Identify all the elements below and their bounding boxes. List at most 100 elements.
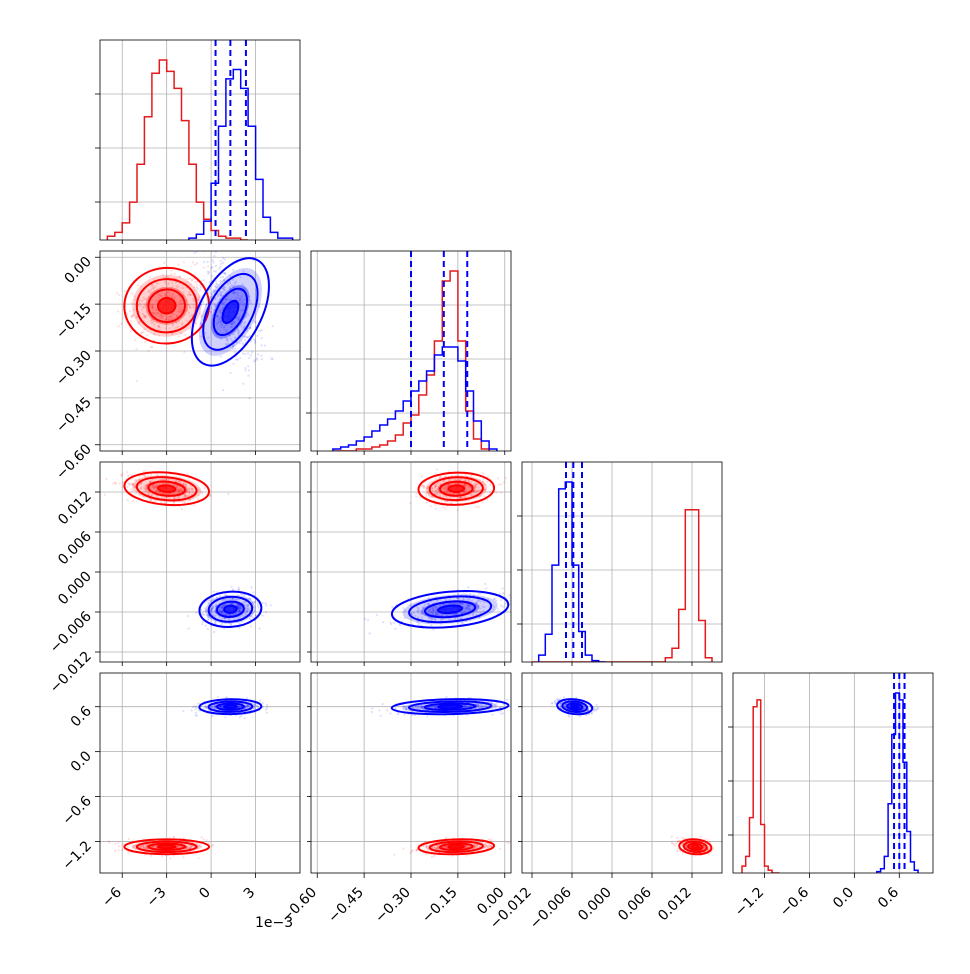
scatter-point — [241, 594, 243, 596]
scatter-point — [215, 271, 217, 273]
scatter-point — [382, 703, 384, 705]
scatter-point — [397, 713, 399, 715]
scatter-point — [247, 375, 249, 377]
scatter-point — [206, 839, 208, 841]
scatter-point — [150, 474, 152, 476]
scatter-point — [195, 712, 197, 714]
scatter-point — [505, 477, 507, 479]
scatter-point — [488, 838, 490, 840]
scatter-point — [261, 344, 263, 346]
scatter-point — [254, 340, 256, 342]
scatter-point — [244, 717, 246, 719]
scatter-point — [206, 600, 208, 602]
scatter-point — [530, 595, 532, 597]
scatter-point — [222, 389, 224, 391]
scatter-point — [495, 491, 497, 493]
scatter-point — [484, 583, 486, 585]
scatter-point — [215, 251, 217, 253]
scatter-point — [122, 317, 124, 319]
scatter-point — [425, 853, 427, 855]
scatter-point — [391, 606, 393, 608]
histogram-red — [742, 700, 779, 873]
scatter-panel — [108, 696, 269, 860]
scatter-point — [201, 836, 203, 838]
data-layer — [88, 40, 918, 873]
scatter-point — [215, 265, 217, 267]
scatter-point — [378, 709, 380, 711]
scatter-point — [681, 836, 683, 838]
scatter-point — [380, 715, 382, 717]
scatter-point — [135, 348, 137, 350]
scatter-point — [500, 492, 502, 494]
scatter-point — [121, 475, 123, 477]
scatter-point — [371, 708, 373, 710]
scatter-point — [457, 509, 459, 511]
scatter-point — [238, 589, 240, 591]
scatter-point — [415, 492, 417, 494]
scatter-point — [502, 587, 504, 589]
scatter-point — [150, 346, 152, 348]
scatter-point — [130, 488, 132, 490]
scatter-point — [252, 591, 254, 593]
scatter-point — [213, 631, 215, 633]
scatter-point — [502, 592, 504, 594]
scatter-point — [265, 709, 267, 711]
scatter-point — [215, 242, 217, 244]
scatter-point — [402, 607, 404, 609]
scatter-point — [208, 292, 210, 294]
scatter-point — [239, 622, 241, 624]
scatter-point — [208, 842, 210, 844]
scatter-point — [248, 369, 250, 371]
scatter-point — [143, 470, 145, 472]
scatter-point — [502, 712, 504, 714]
scatter-point — [190, 709, 192, 711]
scatter-point — [250, 586, 252, 588]
scatter-point — [219, 266, 221, 268]
scatter-point — [197, 287, 199, 289]
scatter-point — [415, 495, 417, 497]
scatter-point — [129, 310, 131, 312]
scatter-point — [393, 622, 395, 624]
scatter-point — [369, 632, 371, 634]
scatter-point — [239, 716, 241, 718]
scatter-point — [423, 486, 425, 488]
scatter-point — [114, 482, 116, 484]
scatter-point — [257, 605, 259, 607]
scatter-point — [245, 369, 247, 371]
scatter-point — [116, 292, 118, 294]
scatter-point — [150, 855, 152, 857]
scatter-point — [264, 345, 266, 347]
scatter-point — [499, 848, 501, 850]
scatter-point — [212, 261, 214, 263]
scatter-point — [127, 475, 129, 477]
scatter-point — [195, 611, 197, 613]
scatter-point — [181, 508, 183, 510]
scatter-point — [242, 383, 244, 385]
scatter-point — [221, 623, 223, 625]
scatter-point — [261, 358, 263, 360]
scatter-point — [211, 275, 213, 277]
scatter-point — [117, 842, 119, 844]
scatter-point — [192, 261, 194, 263]
scatter-point — [244, 339, 246, 341]
scatter-point — [254, 359, 256, 361]
scatter-point — [367, 619, 369, 621]
scatter-point — [450, 502, 452, 504]
scatter-point — [485, 588, 487, 590]
scatter-point — [222, 276, 224, 278]
scatter-point — [203, 261, 205, 263]
scatter-point — [211, 715, 213, 717]
scatter-point — [435, 508, 437, 510]
scatter-point — [174, 273, 176, 275]
scatter-point — [500, 605, 502, 607]
scatter-point — [192, 706, 194, 708]
scatter-point — [215, 280, 217, 282]
scatter-point — [418, 623, 420, 625]
scatter-point — [505, 603, 507, 605]
scatter-point — [183, 351, 185, 353]
scatter-point — [126, 499, 128, 501]
scatter-point — [707, 839, 709, 841]
scatter-point — [124, 290, 126, 292]
scatter-point — [502, 606, 504, 608]
scatter-point — [497, 477, 499, 479]
